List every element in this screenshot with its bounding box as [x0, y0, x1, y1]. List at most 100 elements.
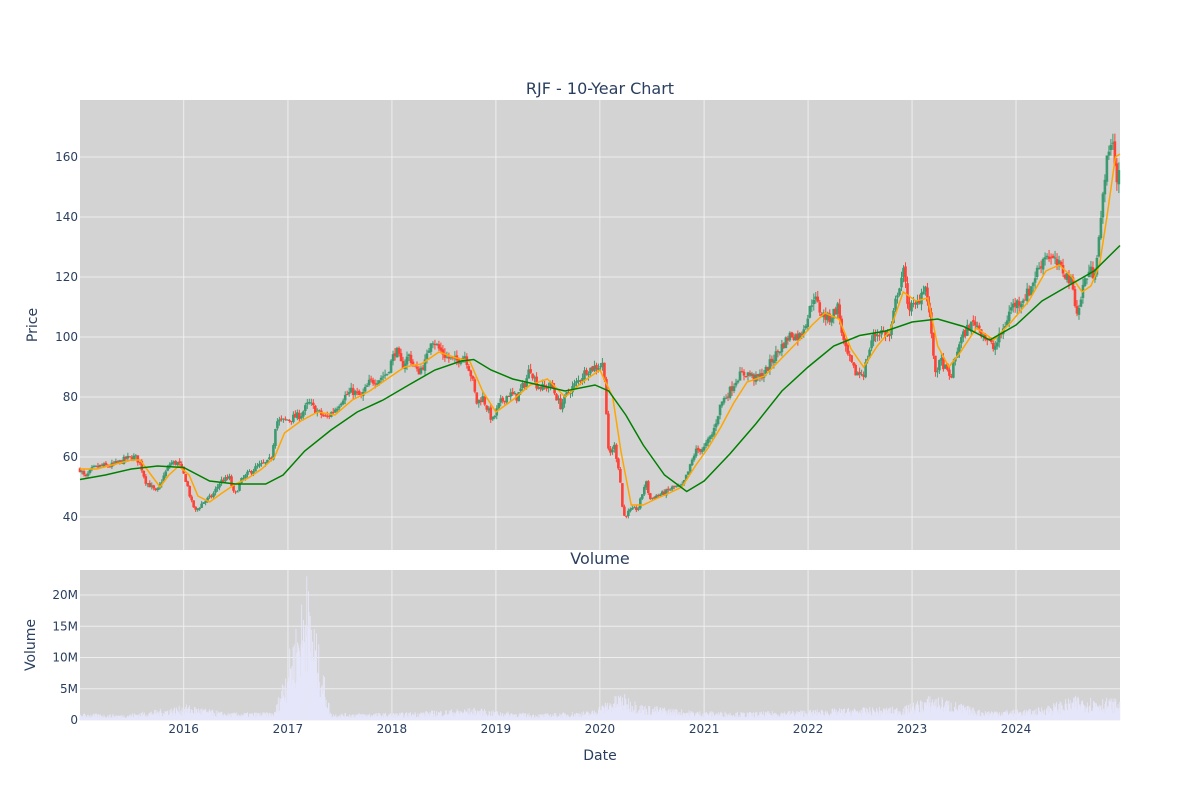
volume-bar [1038, 707, 1040, 720]
volume-bar [600, 710, 602, 720]
volume-bar [582, 715, 584, 720]
volume-bar [710, 712, 712, 720]
volume-bar [984, 716, 986, 720]
volume-bar [854, 709, 856, 720]
volume-bar [447, 714, 449, 720]
volume-bar [286, 689, 288, 720]
candle-body [613, 444, 616, 450]
volume-bar [261, 714, 263, 720]
volume-bar [807, 714, 809, 720]
volume-bar [729, 714, 730, 720]
volume-bar [885, 714, 887, 720]
volume-bar [218, 712, 220, 720]
volume-bar [302, 647, 304, 720]
volume-bar [982, 712, 984, 720]
volume-bar [596, 715, 598, 720]
volume-bar [1002, 715, 1004, 720]
candle-body [395, 347, 399, 358]
candle-body [138, 461, 142, 463]
volume-bar [1103, 708, 1105, 720]
candle-body [154, 488, 158, 491]
volume-bar [802, 710, 804, 720]
volume-bar [660, 707, 662, 720]
candle-body [812, 300, 816, 305]
volume-bar [811, 711, 813, 720]
volume-bar [588, 715, 590, 720]
volume-bar [681, 716, 683, 720]
candle-body [690, 459, 694, 466]
volume-bar [191, 710, 193, 720]
volume-bar [559, 714, 561, 720]
candle-body [1053, 257, 1057, 259]
volume-bar [338, 717, 340, 720]
volume-bar [940, 710, 942, 720]
volume-bar [890, 713, 892, 720]
volume-bar [670, 708, 672, 720]
volume-bar [551, 717, 553, 720]
candle-body [790, 332, 794, 338]
volume-bar [809, 709, 811, 720]
candle-body [1039, 266, 1043, 268]
volume-bar [796, 714, 798, 720]
volume-bar [647, 714, 649, 720]
volume-bar [159, 716, 161, 720]
volume-bar [1077, 709, 1079, 720]
volume-bar [369, 716, 371, 720]
candle-body [1049, 257, 1053, 259]
volume-bar [750, 712, 752, 720]
candle-body [375, 383, 379, 385]
volume-bar [1007, 712, 1008, 720]
volume-bar [1046, 710, 1048, 720]
volume-bar [769, 712, 771, 720]
volume-bar [81, 716, 83, 720]
volume-bar [300, 644, 302, 720]
volume-bar [1020, 711, 1022, 720]
volume-bar [888, 708, 889, 720]
candle-body [1089, 266, 1093, 274]
volume-bar [306, 576, 308, 720]
volume-bar [361, 717, 363, 720]
candle-body [732, 386, 736, 392]
candle-body [208, 495, 211, 498]
candle-body [509, 392, 512, 397]
candle-body [876, 334, 879, 337]
candle-body [579, 380, 582, 382]
candle-body [198, 507, 201, 510]
candle-body [128, 456, 132, 458]
volume-bar [906, 708, 908, 720]
volume-bar [774, 713, 775, 720]
volume-bar [191, 709, 193, 720]
volume-bar [764, 717, 766, 720]
volume-bar [480, 709, 482, 720]
volume-bar [595, 715, 597, 720]
candle-body [505, 396, 509, 403]
volume-bar [586, 711, 587, 720]
volume-bar [625, 709, 627, 720]
volume-bar [1013, 713, 1015, 720]
volume-bar [354, 717, 356, 720]
volume-bar [120, 716, 121, 720]
candle-body [828, 313, 832, 322]
volume-bar [600, 710, 602, 720]
volume-bar [711, 716, 713, 720]
volume-bar [84, 713, 86, 720]
volume-bar [398, 715, 399, 720]
volume-bar [416, 716, 418, 720]
volume-bar [249, 713, 251, 720]
volume-bar [425, 710, 427, 720]
volume-bar [609, 703, 611, 720]
volume-bar [121, 715, 123, 720]
volume-bar [449, 710, 451, 720]
volume-bar [809, 711, 811, 720]
candle-body [778, 351, 782, 354]
volume-bar [652, 709, 654, 720]
volume-bar [632, 706, 634, 720]
volume-bar [861, 709, 863, 720]
volume-bar [495, 715, 497, 720]
candle-body [862, 374, 865, 377]
candle-body [593, 365, 596, 372]
candle-body [166, 466, 170, 471]
candle-body [501, 397, 505, 401]
volume-bar [697, 711, 699, 720]
volume-bar [517, 716, 519, 720]
